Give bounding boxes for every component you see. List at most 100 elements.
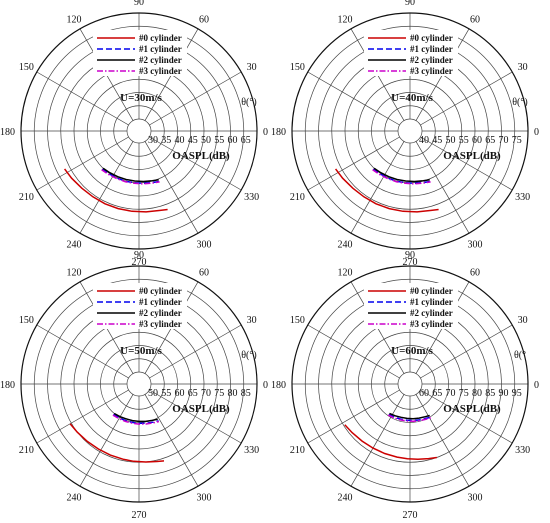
radial-tick-label: 65: [241, 135, 251, 146]
grid-ring: [33, 25, 245, 237]
series-line-2: [389, 412, 430, 420]
angle-tick-label: 210: [290, 192, 305, 203]
radial-tick-label: 55: [459, 135, 469, 146]
legend-label: #2 cylinder: [139, 55, 182, 65]
series-line-3: [372, 169, 431, 185]
grid-ring: [113, 105, 165, 157]
angle-tick-label: 240: [338, 493, 353, 504]
speed-label: U=50m/s: [120, 345, 162, 357]
grid-ring: [113, 358, 165, 410]
radial-tick-label: 30: [148, 135, 158, 146]
angle-tick-label: 90: [134, 250, 144, 261]
legend-label: #0 cylinder: [139, 286, 182, 296]
legend-label: #3 cylinder: [410, 66, 453, 76]
angle-tick-label: 60: [470, 267, 480, 278]
angle-tick-label: 90: [134, 0, 144, 8]
legend-label: #3 cylinder: [139, 66, 182, 76]
angle-tick-label: 300: [468, 493, 483, 504]
outer-ring: [20, 12, 258, 250]
series-line-0: [64, 168, 168, 213]
radial-tick-label: 35: [161, 135, 171, 146]
speed-label: U=40m/s: [391, 92, 433, 104]
radial-tick-label: 45: [432, 135, 442, 146]
angle-tick-label: 150: [19, 62, 34, 73]
outer-ring: [291, 265, 529, 503]
radial-axis-label: OASPL(dB): [172, 403, 230, 415]
grid-ring: [384, 358, 436, 410]
angle-tick-label: 30: [247, 315, 257, 326]
angle-tick-label: 270: [132, 257, 147, 268]
angle-tick-label: 240: [67, 240, 82, 251]
radial-tick-label: 60: [419, 388, 429, 399]
angle-tick-label: 300: [468, 240, 483, 251]
angle-axis-label: θ(°): [241, 97, 256, 108]
angle-tick-label: 210: [19, 192, 34, 203]
radial-tick-label: 85: [485, 388, 495, 399]
angle-tick-label: 60: [470, 14, 480, 25]
legend-label: #2 cylinder: [139, 308, 182, 318]
series-line-3: [387, 414, 432, 423]
radial-tick-label: 55: [161, 388, 171, 399]
angle-tick-label: 30: [247, 62, 257, 73]
radial-tick-label: 80: [472, 388, 482, 399]
radial-tick-label: 60: [228, 135, 238, 146]
legend-label: #3 cylinder: [139, 319, 182, 329]
angle-tick-label: 300: [197, 493, 212, 504]
angle-tick-label: 330: [244, 192, 259, 203]
angle-tick-label: 300: [197, 240, 212, 251]
angle-tick-label: 330: [244, 445, 259, 456]
radial-tick-label: 65: [188, 388, 198, 399]
angle-tick-label: 180: [271, 127, 286, 138]
radial-tick-label: 80: [228, 388, 238, 399]
series-line-3: [112, 414, 160, 425]
legend-label: #0 cylinder: [410, 286, 453, 296]
angle-tick-label: 120: [67, 14, 82, 25]
radial-tick-label: 75: [512, 135, 522, 146]
angle-axis-label: θ(°): [241, 350, 256, 361]
outer-ring: [291, 12, 529, 250]
angle-tick-label: 30: [518, 315, 528, 326]
grid-ring: [384, 105, 436, 157]
angle-tick-label: 240: [67, 493, 82, 504]
angle-tick-label: 270: [403, 257, 418, 268]
radial-tick-label: 95: [512, 388, 522, 399]
angle-tick-label: 210: [290, 445, 305, 456]
legend-label: #3 cylinder: [410, 319, 453, 329]
series-line-2: [113, 412, 158, 423]
angle-tick-label: 120: [338, 14, 353, 25]
grid-ring: [100, 92, 178, 170]
angle-tick-label: 90: [405, 250, 415, 261]
series-line-2: [102, 167, 159, 183]
angle-tick-label: 0: [534, 380, 539, 391]
radial-tick-label: 60: [472, 135, 482, 146]
radial-tick-label: 50: [446, 135, 456, 146]
angle-tick-label: 0: [534, 127, 539, 138]
angle-tick-label: 180: [0, 380, 15, 391]
angle-tick-label: 30: [518, 62, 528, 73]
angle-tick-label: 150: [19, 315, 34, 326]
speed-label: U=60m/s: [391, 345, 433, 357]
angle-tick-label: 0: [263, 127, 268, 138]
series-line-1: [113, 413, 159, 425]
angle-axis-label: θ(°): [512, 97, 527, 108]
series-line-2: [373, 167, 430, 183]
radial-tick-label: 75: [459, 388, 469, 399]
radial-axis-label: OASPL(dB): [443, 403, 501, 415]
angle-tick-label: 60: [199, 14, 209, 25]
legend-label: #0 cylinder: [139, 33, 182, 43]
radial-tick-label: 40: [419, 135, 429, 146]
radial-tick-label: 60: [175, 388, 185, 399]
radial-tick-label: 45: [188, 135, 198, 146]
legend-label: #0 cylinder: [410, 33, 453, 43]
angle-tick-label: 150: [290, 315, 305, 326]
radial-tick-label: 50: [201, 135, 211, 146]
angle-tick-label: 180: [271, 380, 286, 391]
series-line-0: [344, 424, 437, 460]
radial-tick-label: 65: [485, 135, 495, 146]
angle-tick-label: 210: [19, 445, 34, 456]
radial-tick-label: 65: [432, 388, 442, 399]
angle-tick-label: 330: [515, 192, 530, 203]
radial-tick-label: 70: [499, 135, 509, 146]
